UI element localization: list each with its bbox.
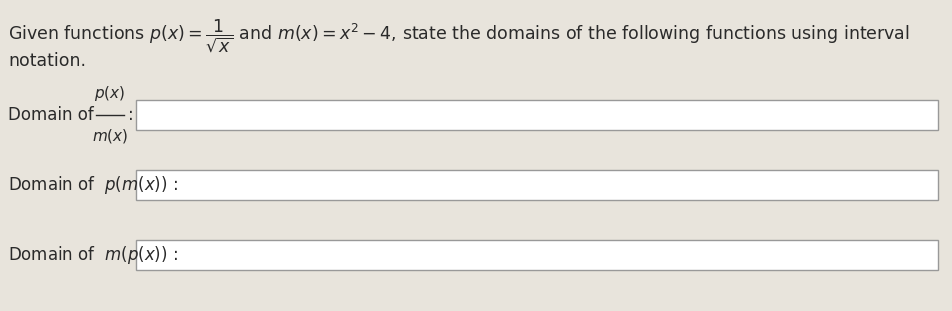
Text: $p(x)$: $p(x)$: [94, 84, 126, 103]
Text: Domain of  $p(m(x))$ :: Domain of $p(m(x))$ :: [8, 174, 178, 196]
Bar: [136, 170, 938, 200]
Bar: [136, 100, 938, 130]
Text: notation.: notation.: [8, 52, 86, 70]
Bar: [136, 240, 938, 270]
Text: $m(x)$: $m(x)$: [91, 127, 129, 145]
Text: Given functions $p(x) = \dfrac{1}{\sqrt{x}}$ and $m(x) = x^2 - 4$, state the dom: Given functions $p(x) = \dfrac{1}{\sqrt{…: [8, 18, 910, 55]
Text: Domain of: Domain of: [8, 106, 93, 124]
Text: :: :: [128, 106, 133, 124]
Text: Domain of  $m(p(x))$ :: Domain of $m(p(x))$ :: [8, 244, 178, 266]
